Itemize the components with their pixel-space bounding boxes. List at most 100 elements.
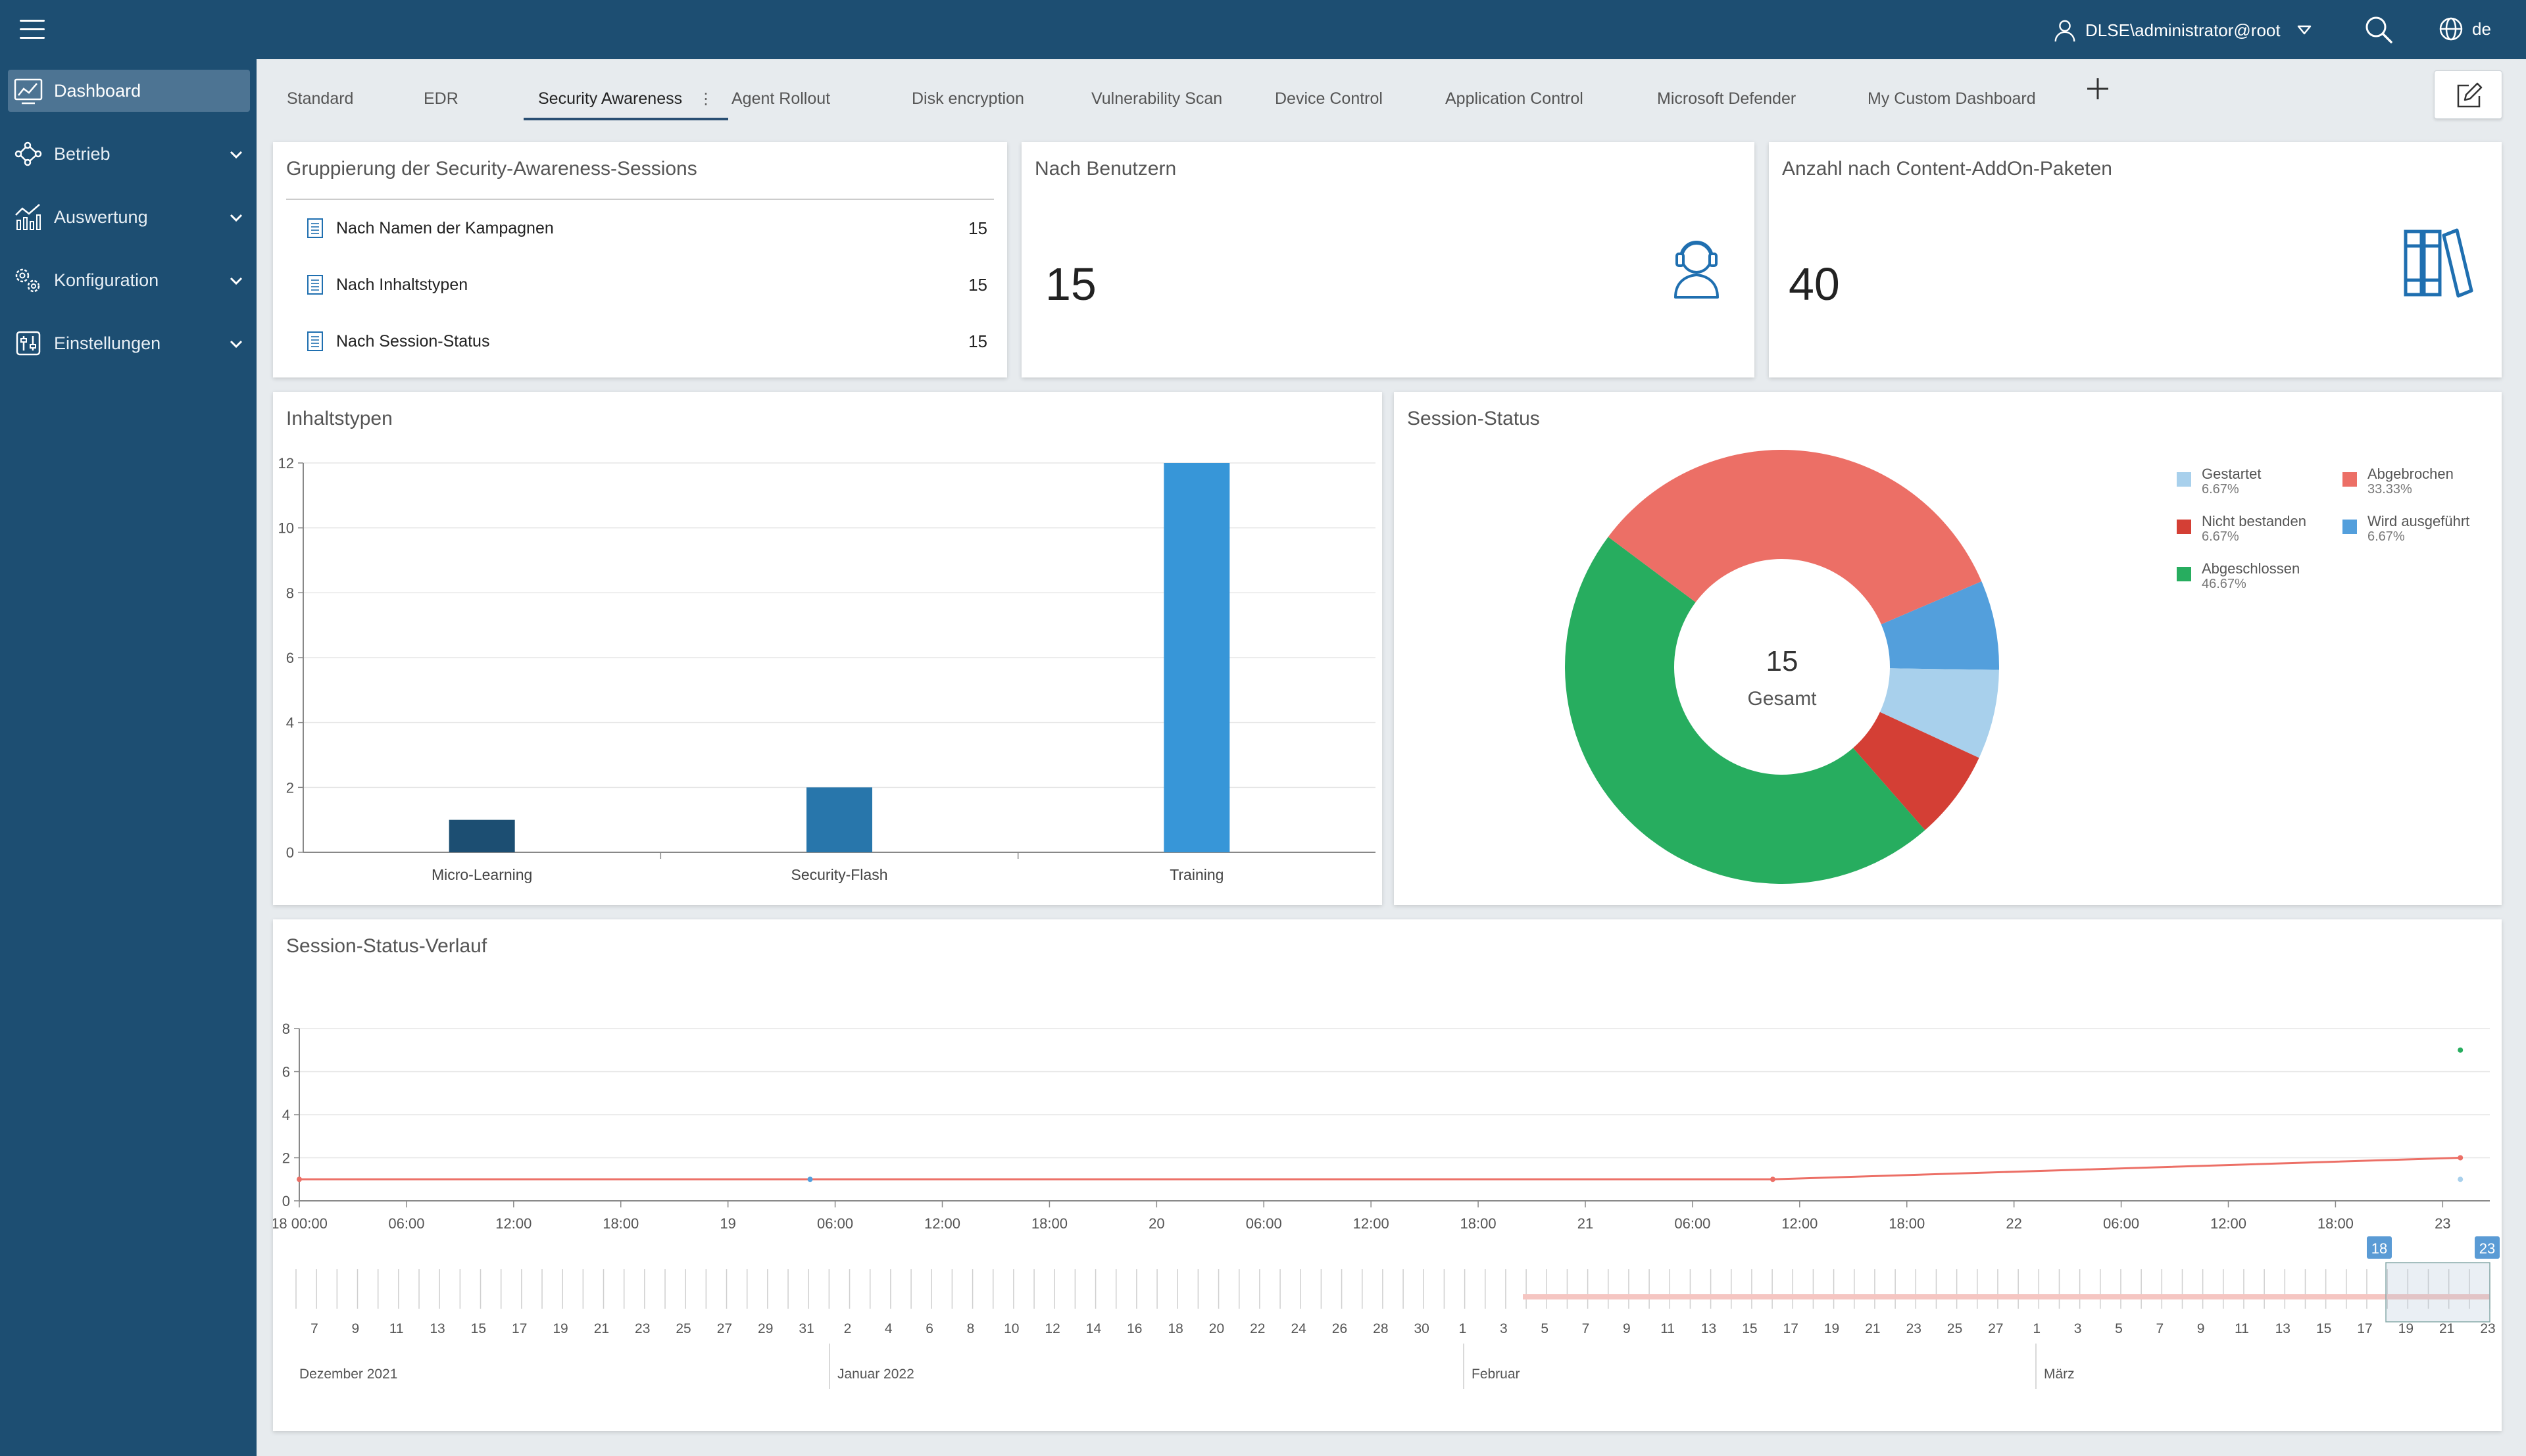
tab-security-awareness[interactable]: Security Awareness ⋮ bbox=[524, 81, 729, 120]
x-tick-label: 06:00 bbox=[388, 1215, 424, 1232]
x-tick-label: 06:00 bbox=[1674, 1215, 1710, 1232]
network-icon bbox=[14, 141, 42, 166]
bar bbox=[1164, 463, 1230, 852]
tab-device-control[interactable]: Device Control bbox=[1275, 89, 1383, 108]
y-tick-label: 2 bbox=[286, 779, 294, 796]
gears-icon bbox=[15, 268, 40, 293]
data-point bbox=[297, 1177, 302, 1182]
chevron-down-icon[interactable] bbox=[228, 146, 245, 163]
y-tick-label: 10 bbox=[278, 520, 294, 537]
legend-label: Gestartet bbox=[2202, 466, 2261, 482]
navigator-day-label: 21 bbox=[1865, 1321, 1880, 1336]
x-tick-label: 23 bbox=[2435, 1215, 2450, 1232]
navigator-selection bbox=[2385, 1262, 2490, 1323]
edit-dashboard-button[interactable] bbox=[2434, 70, 2502, 119]
edit-icon bbox=[2457, 82, 2483, 108]
navigator-month-label: Februar bbox=[1472, 1367, 1520, 1382]
navigator-day-label: 6 bbox=[926, 1321, 933, 1336]
legend-swatch bbox=[2177, 472, 2191, 487]
list-item[interactable]: Nach Namen der Kampagnen 15 bbox=[286, 200, 994, 256]
document-icon bbox=[307, 218, 323, 238]
data-point bbox=[2458, 1177, 2464, 1182]
add-tab-icon[interactable] bbox=[2085, 76, 2111, 102]
navigator-day-label: 13 bbox=[2275, 1321, 2291, 1336]
y-tick-label: 0 bbox=[282, 1193, 290, 1209]
dashboard-tabs: Standard EDR Security Awareness ⋮ Agent R… bbox=[257, 59, 2526, 125]
sidebar-item-konfiguration[interactable]: Konfiguration bbox=[8, 259, 250, 301]
navigator-day-label: 5 bbox=[1541, 1321, 1548, 1336]
top-bar: DLSE\administrator@root de bbox=[0, 0, 2526, 59]
navigator-day-label: 11 bbox=[389, 1321, 404, 1336]
tab-edr[interactable]: EDR bbox=[424, 89, 458, 108]
legend-percent: 33.33% bbox=[2367, 482, 2412, 497]
chevron-down-icon[interactable] bbox=[228, 272, 245, 289]
legend-label: Abgeschlossen bbox=[2202, 560, 2300, 577]
x-tick-label: Security-Flash bbox=[791, 866, 888, 883]
donut-slice bbox=[1564, 537, 1925, 885]
y-tick-label: 4 bbox=[282, 1107, 290, 1123]
list-item-count: 15 bbox=[968, 218, 987, 238]
chevron-down-icon[interactable] bbox=[228, 209, 245, 226]
user-name: DLSE\administrator@root bbox=[2085, 20, 2281, 40]
tab-microsoft-defender[interactable]: Microsoft Defender bbox=[1657, 89, 1796, 108]
navigator-day-label: 9 bbox=[1623, 1321, 1631, 1336]
navigator-day-label: 17 bbox=[1783, 1321, 1798, 1336]
widget-title: Nach Benutzern bbox=[1035, 158, 1177, 180]
legend-percent: 6.67% bbox=[2367, 529, 2405, 544]
sidebar-item-auswertung[interactable]: Auswertung bbox=[8, 196, 250, 238]
sliders-icon bbox=[16, 331, 41, 356]
donut-chart: 15GesamtGestartet6.67%Abgebrochen33.33%N… bbox=[1564, 450, 2469, 885]
x-tick-label: 06:00 bbox=[1246, 1215, 1282, 1232]
sidebar-item-betrieb[interactable]: Betrieb bbox=[8, 133, 250, 175]
tab-disk-encryption[interactable]: Disk encryption bbox=[912, 89, 1024, 108]
sidebar-item-dashboard[interactable]: Dashboard bbox=[8, 70, 250, 112]
data-point bbox=[2458, 1155, 2464, 1161]
donut-total: 15 bbox=[1766, 645, 1798, 677]
user-menu[interactable]: DLSE\administrator@root bbox=[2052, 16, 2312, 45]
y-tick-label: 2 bbox=[282, 1150, 290, 1167]
x-tick-label: 12:00 bbox=[1781, 1215, 1818, 1232]
navigator-day-label: 9 bbox=[351, 1321, 359, 1336]
list-item[interactable]: Nach Session-Status 15 bbox=[286, 313, 994, 370]
chevron-down-icon[interactable] bbox=[228, 335, 245, 352]
tab-label: Security Awareness bbox=[538, 89, 683, 108]
navigator-series-area bbox=[1523, 1294, 2490, 1299]
sidebar-item-label: Betrieb bbox=[54, 143, 111, 164]
navigator-day-label: 30 bbox=[1414, 1321, 1429, 1336]
list-item[interactable]: Nach Inhaltstypen 15 bbox=[286, 256, 994, 313]
users-kpi-widget[interactable]: Nach Benutzern 15 bbox=[1022, 142, 1754, 377]
legend-percent: 6.67% bbox=[2202, 529, 2239, 544]
menu-icon[interactable] bbox=[20, 20, 45, 41]
sidebar-item-einstellungen[interactable]: Einstellungen bbox=[8, 322, 250, 364]
navigator-day-label: 8 bbox=[967, 1321, 975, 1336]
search-icon[interactable] bbox=[2364, 14, 2394, 45]
navigator-day-label: 19 bbox=[2398, 1321, 2414, 1336]
tab-application-control[interactable]: Application Control bbox=[1445, 89, 1583, 108]
addon-packages-kpi-widget[interactable]: Anzahl nach Content-AddOn-Paketen 40 bbox=[1769, 142, 2502, 377]
x-tick-label: 21 bbox=[1577, 1215, 1593, 1232]
navigator-day-label: 26 bbox=[1332, 1321, 1347, 1336]
x-tick-label: 18:00 bbox=[1889, 1215, 1925, 1232]
more-options-icon[interactable]: ⋮ bbox=[698, 90, 714, 108]
chevron-down-icon[interactable] bbox=[2296, 24, 2312, 37]
tab-my-custom-dashboard[interactable]: My Custom Dashboard bbox=[1868, 89, 2036, 108]
tab-agent-rollout[interactable]: Agent Rollout bbox=[731, 89, 831, 108]
navigator-handle-start bbox=[2367, 1236, 2392, 1259]
y-tick-label: 8 bbox=[282, 1021, 290, 1037]
navigator-day-label: 11 bbox=[2235, 1321, 2249, 1336]
navigator-day-label: 17 bbox=[2357, 1321, 2372, 1336]
navigator-day-label: 7 bbox=[310, 1321, 318, 1336]
tab-standard[interactable]: Standard bbox=[287, 89, 354, 108]
document-icon bbox=[307, 275, 323, 295]
navigator-day-label: 27 bbox=[717, 1321, 732, 1336]
tab-vulnerability-scan[interactable]: Vulnerability Scan bbox=[1091, 89, 1223, 108]
language-switch[interactable]: de bbox=[2438, 16, 2491, 42]
sidebar: Dashboard Betrieb Auswertung Konfigurati… bbox=[0, 59, 257, 1456]
navigator-day-label: 11 bbox=[1660, 1321, 1675, 1336]
legend-label: Wird ausgeführt bbox=[2367, 513, 2469, 529]
navigator-day-label: 9 bbox=[2197, 1321, 2205, 1336]
navigator-month-label: März bbox=[2044, 1367, 2075, 1382]
y-tick-label: 8 bbox=[286, 585, 294, 601]
x-tick-label: 12:00 bbox=[2210, 1215, 2246, 1232]
